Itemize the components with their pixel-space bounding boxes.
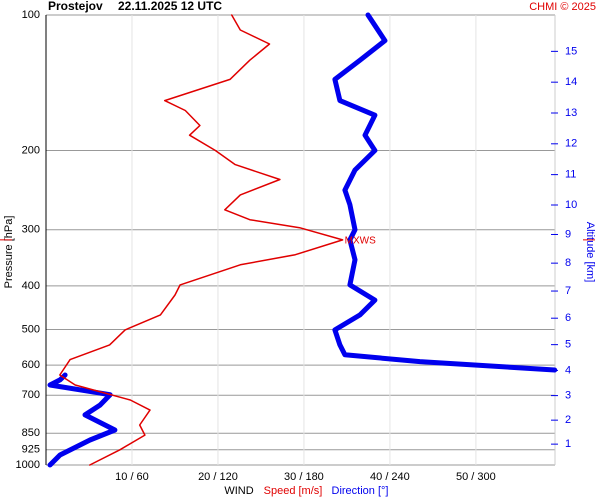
legend-entry: Direction [°] (332, 485, 389, 497)
x-axis-label: WIND (224, 485, 253, 497)
y2-tick-label: 10 (565, 199, 577, 211)
x-tick-label: 10 / 60 (115, 471, 149, 483)
series-line (47, 12, 558, 468)
y-axis-label: Pressure [hPa] (3, 216, 15, 289)
y-tick-label: 850 (22, 427, 40, 439)
y2-tick-label: 11 (565, 169, 576, 181)
y-tick-label: 200 (22, 144, 40, 156)
y2-tick-label: 1 (565, 438, 571, 450)
y2-tick-label: 15 (565, 45, 577, 57)
y2-tick-label: 4 (565, 364, 571, 376)
y-tick-label: 400 (22, 280, 40, 292)
y-tick-label: 1000 (16, 459, 40, 471)
y2-tick-label: 6 (565, 312, 571, 324)
y2-tick-label: 3 (565, 390, 571, 402)
chart-subtitle: 22.11.2025 12 UTC (118, 0, 222, 13)
credit: CHMI © 2025 (529, 1, 596, 13)
y-tick-label: 600 (22, 359, 40, 371)
y2-tick-label: 2 (565, 414, 571, 426)
legend-entry: Speed [m/s] (264, 485, 323, 497)
y2-tick-label: 9 (565, 228, 571, 240)
y2-tick-label: 8 (565, 257, 571, 269)
series-line (59, 14, 344, 466)
y2-tick-label: 5 (565, 339, 571, 351)
chart-title: Prostejov (48, 0, 103, 13)
y-tick-label: 500 (22, 323, 40, 335)
y2-tick-label: 13 (565, 107, 577, 119)
y2-axis-label: Altitude [km] (584, 222, 596, 283)
x-tick-label: 30 / 180 (284, 471, 324, 483)
y2-tick-label: 14 (565, 76, 577, 88)
y2-tick-label: 12 (565, 138, 577, 150)
y-tick-label: 700 (22, 389, 40, 401)
x-tick-label: 20 / 120 (198, 471, 238, 483)
annotation-label: MXWS (345, 235, 376, 246)
x-tick-label: 40 / 240 (370, 471, 410, 483)
y-tick-label: 925 (22, 444, 40, 456)
y-tick-label: 100 (22, 9, 40, 21)
x-tick-label: 50 / 300 (456, 471, 496, 483)
y-tick-label: 300 (22, 224, 40, 236)
y2-tick-label: 7 (565, 285, 571, 297)
